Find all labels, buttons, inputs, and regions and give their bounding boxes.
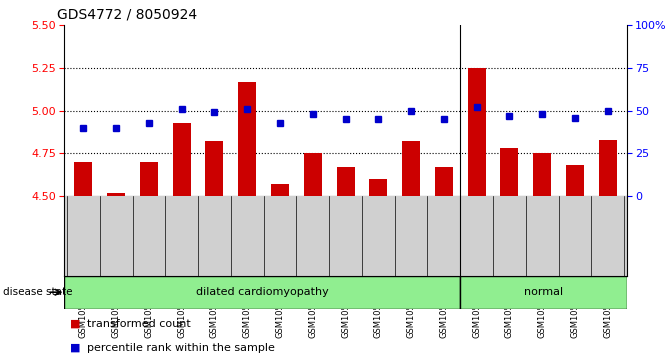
Bar [205,142,223,196]
Bar [599,140,617,196]
Bar [566,165,584,196]
Bar [74,162,93,196]
Text: dilated cardiomyopathy: dilated cardiomyopathy [196,287,328,297]
Bar [238,82,256,196]
Bar [533,153,551,196]
Bar [468,68,486,196]
Bar [271,184,289,196]
Text: GDS4772 / 8050924: GDS4772 / 8050924 [57,8,197,22]
Bar [304,153,322,196]
Bar [64,276,460,309]
Bar [172,123,191,196]
Bar [460,276,627,309]
Bar [435,167,453,196]
Text: percentile rank within the sample: percentile rank within the sample [87,343,275,353]
Text: normal: normal [524,287,564,297]
Text: ■: ■ [70,343,81,353]
Bar [140,162,158,196]
Text: disease state: disease state [3,287,73,297]
Bar [337,167,354,196]
Text: ■: ■ [70,319,81,329]
Bar [369,179,387,196]
Text: transformed count: transformed count [87,319,191,329]
Bar [107,193,125,196]
Bar [501,148,519,196]
Bar [402,142,420,196]
